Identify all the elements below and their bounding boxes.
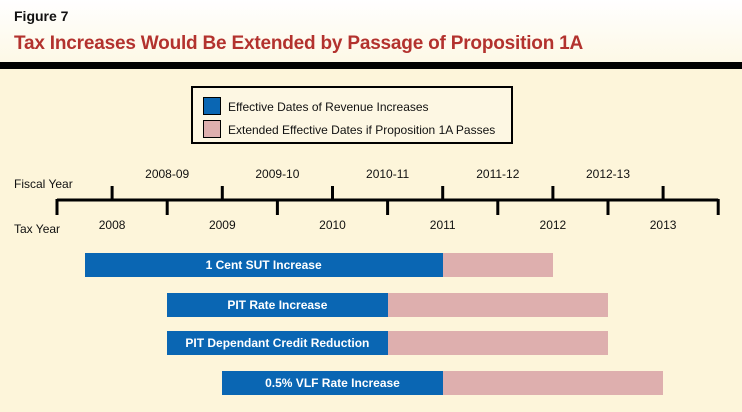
fiscal-year-label: Fiscal Year — [14, 177, 73, 191]
bar-label: 1 Cent SUT Increase — [205, 258, 322, 272]
legend-label-extended: Extended Effective Dates if Proposition … — [228, 123, 496, 137]
bar-label: PIT Dependant Credit Reduction — [185, 336, 370, 350]
legend: Effective Dates of Revenue Increases Ext… — [191, 86, 513, 144]
effective-bar — [84, 253, 443, 277]
tax-year-tick-label: 2009 — [208, 218, 236, 232]
legend-swatch-effective — [203, 97, 221, 115]
extended-bar — [442, 371, 664, 395]
legend-label-effective: Effective Dates of Revenue Increases — [228, 100, 429, 114]
tax-year-tick-label: 2010 — [319, 218, 346, 232]
tax-year-label: Tax Year — [14, 222, 61, 236]
fiscal-year-tick-label: 2012-13 — [585, 167, 631, 181]
effective-bar — [167, 331, 388, 355]
tax-year-tick-label: 2011 — [429, 218, 456, 232]
effective-bar — [167, 293, 388, 317]
tax-year-tick-label: 2013 — [649, 218, 677, 232]
figure-title: Tax Increases Would Be Extended by Passa… — [14, 33, 584, 54]
extended-bar — [387, 293, 608, 317]
tax-year-tick-label: 2008 — [98, 218, 126, 232]
fiscal-year-tick-label: 2010-11 — [366, 167, 410, 181]
fiscal-year-tick-label: 2011-12 — [476, 167, 520, 181]
fiscal-year-tick-label: 2009-10 — [255, 167, 300, 181]
bar-label: 0.5% VLF Rate Increase — [265, 376, 400, 390]
title-rule — [0, 62, 742, 69]
extended-bar — [387, 331, 608, 355]
legend-swatch-extended — [203, 120, 221, 138]
effective-bar — [222, 371, 443, 395]
figure-label: Figure 7 — [14, 8, 69, 24]
fiscal-year-tick-label: 2008-09 — [145, 167, 190, 181]
header: Figure 7 Tax Increases Would Be Extended… — [0, 0, 742, 62]
tax-year-tick-label: 2012 — [539, 218, 567, 232]
extended-bar — [442, 253, 553, 277]
bar-label: PIT Rate Increase — [227, 298, 328, 312]
